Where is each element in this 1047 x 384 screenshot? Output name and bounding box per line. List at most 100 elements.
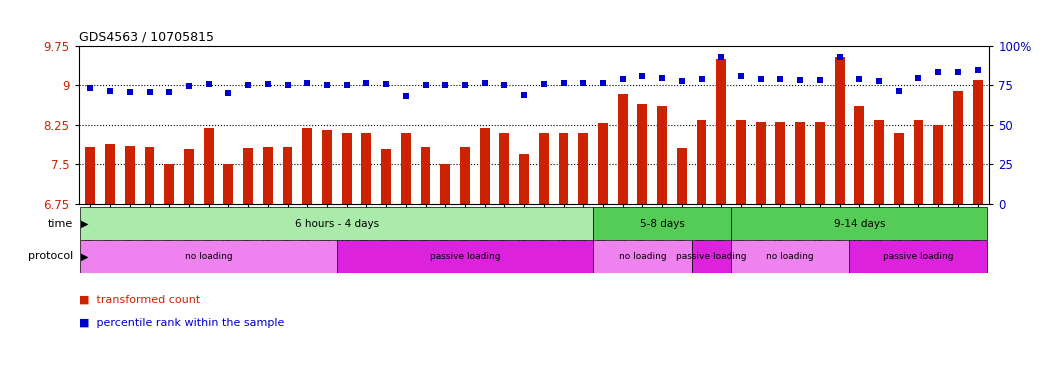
Point: [260, 81, 276, 88]
Bar: [638, 104, 647, 204]
Point: [398, 93, 415, 99]
Text: passive loading: passive loading: [884, 252, 954, 261]
Bar: [441, 164, 450, 204]
Point: [792, 77, 808, 83]
Bar: [716, 59, 727, 204]
Bar: [559, 133, 569, 204]
Bar: [223, 164, 233, 204]
Bar: [874, 119, 884, 204]
Bar: [519, 154, 529, 204]
Bar: [854, 106, 864, 204]
Bar: [81, 207, 593, 240]
Point: [733, 73, 750, 79]
Bar: [593, 240, 692, 273]
Point: [831, 53, 848, 60]
Bar: [618, 94, 627, 204]
Text: ■  transformed count: ■ transformed count: [79, 295, 200, 305]
Point: [417, 83, 433, 89]
Text: no loading: no loading: [185, 252, 232, 261]
Bar: [815, 122, 825, 204]
Bar: [677, 149, 687, 204]
Bar: [283, 147, 292, 204]
Bar: [144, 147, 154, 204]
Bar: [849, 240, 987, 273]
Bar: [86, 147, 95, 204]
Bar: [480, 129, 490, 204]
Point: [358, 80, 375, 86]
Point: [220, 90, 237, 96]
Point: [970, 67, 986, 73]
Bar: [692, 240, 731, 273]
Bar: [756, 122, 765, 204]
Bar: [796, 122, 805, 204]
Bar: [913, 119, 923, 204]
Bar: [303, 129, 312, 204]
Point: [673, 78, 690, 84]
Bar: [973, 80, 982, 204]
Text: 6 hours - 4 days: 6 hours - 4 days: [295, 218, 379, 229]
Point: [753, 76, 770, 82]
Point: [141, 89, 158, 95]
Point: [890, 88, 907, 94]
Bar: [381, 149, 391, 204]
Text: 9-14 days: 9-14 days: [833, 218, 885, 229]
Point: [200, 81, 217, 88]
Point: [535, 81, 552, 88]
Point: [851, 76, 868, 82]
Point: [338, 83, 355, 89]
Bar: [578, 133, 588, 204]
Bar: [953, 91, 963, 204]
Point: [82, 85, 98, 91]
Bar: [164, 164, 174, 204]
Point: [634, 73, 651, 79]
Point: [378, 81, 395, 88]
Bar: [894, 133, 904, 204]
Bar: [460, 147, 470, 204]
Text: no loading: no loading: [619, 252, 666, 261]
Point: [121, 89, 138, 95]
Point: [693, 76, 710, 82]
Text: ▶: ▶: [81, 218, 88, 229]
Point: [437, 83, 453, 89]
Text: ■  percentile rank within the sample: ■ percentile rank within the sample: [79, 318, 284, 328]
Bar: [539, 133, 549, 204]
Point: [298, 80, 315, 86]
Text: 5-8 days: 5-8 days: [640, 218, 685, 229]
Text: no loading: no loading: [766, 252, 815, 261]
Bar: [421, 147, 430, 204]
Point: [161, 89, 178, 95]
Bar: [598, 123, 608, 204]
Bar: [499, 133, 509, 204]
Point: [240, 83, 257, 89]
Point: [318, 83, 335, 89]
Bar: [731, 207, 987, 240]
Text: time: time: [48, 218, 73, 229]
Text: protocol: protocol: [28, 251, 73, 262]
Bar: [243, 149, 253, 204]
Point: [280, 83, 296, 89]
Bar: [593, 207, 731, 240]
Point: [950, 69, 966, 75]
Bar: [337, 240, 593, 273]
Point: [102, 88, 118, 94]
Point: [772, 76, 788, 82]
Point: [871, 78, 888, 84]
Point: [575, 80, 592, 86]
Point: [476, 80, 493, 86]
Bar: [125, 146, 135, 204]
Bar: [105, 144, 115, 204]
Bar: [184, 149, 194, 204]
Text: GDS4563 / 10705815: GDS4563 / 10705815: [79, 30, 214, 43]
Bar: [658, 106, 667, 204]
Point: [456, 83, 473, 89]
Bar: [341, 133, 352, 204]
Bar: [361, 133, 372, 204]
Bar: [834, 56, 845, 204]
Bar: [401, 133, 410, 204]
Bar: [263, 147, 272, 204]
Bar: [204, 129, 214, 204]
Bar: [776, 122, 785, 204]
Bar: [736, 119, 745, 204]
Text: passive loading: passive loading: [429, 252, 500, 261]
Text: passive loading: passive loading: [676, 252, 747, 261]
